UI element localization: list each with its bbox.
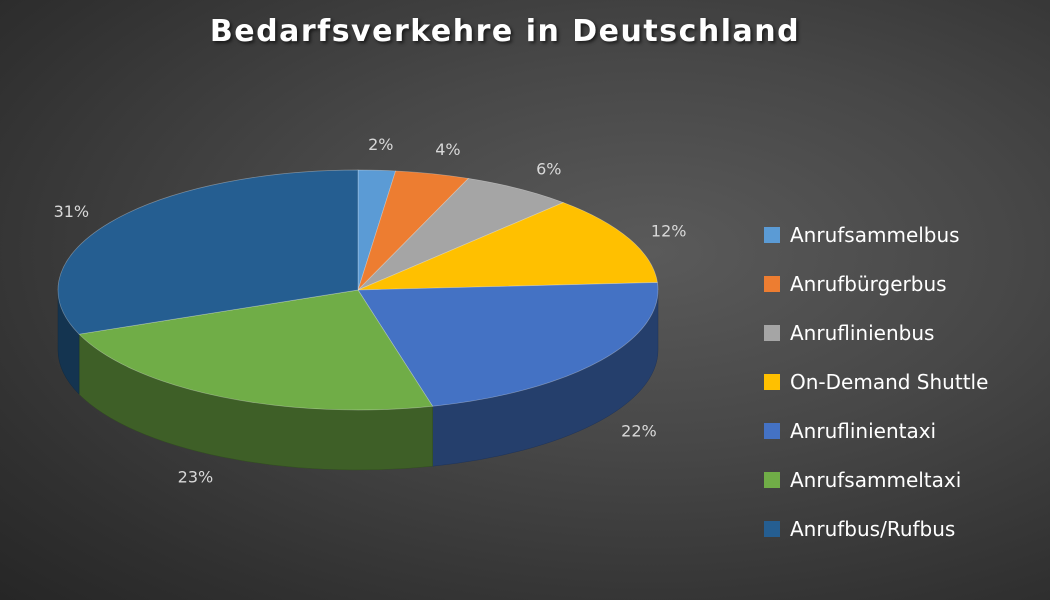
legend-item-anrufsammeltaxi: Anrufsammeltaxi	[764, 455, 988, 504]
legend-item-anrufburgerbus: Anrufbürgerbus	[764, 259, 988, 308]
legend-swatch	[764, 226, 780, 243]
legend-swatch	[764, 324, 780, 341]
data-label-anruflinientaxi: 22%	[621, 422, 657, 441]
legend-label: Anruflinienbus	[790, 320, 935, 345]
pie-slice-anrufsammeltaxi	[78, 289, 434, 411]
legend-label: Anruflinientaxi	[790, 418, 937, 443]
legend-item-anruflinientaxi: Anruflinientaxi	[764, 406, 988, 455]
data-label-anrufbus-rufbus: 31%	[54, 202, 90, 221]
legend-swatch	[764, 520, 780, 537]
pie-slice-on-demand-shuttle	[357, 202, 658, 291]
legend-item-anrufsammelbus: Anrufsammelbus	[764, 210, 988, 259]
data-label-anrufsammelbus: 2%	[368, 135, 393, 154]
data-label-on-demand-shuttle: 12%	[651, 222, 687, 241]
legend-swatch	[764, 422, 780, 439]
data-label-anruflinienbus: 6%	[536, 160, 561, 179]
data-labels: 2% 4% 6% 12% 22% 23% 31%	[54, 135, 687, 486]
legend-item-anruflinienbus: Anruflinienbus	[764, 308, 988, 357]
legend-label: Anrufsammelbus	[790, 222, 960, 247]
legend-label: On-Demand Shuttle	[790, 369, 989, 394]
chart-title: Bedarfsverkehre in Deutschland	[209, 14, 801, 49]
pie-slice-anrufbus-rufbus	[57, 169, 359, 335]
legend-label: Anrufsammeltaxi	[790, 467, 962, 492]
data-label-anrufburgerbus: 4%	[435, 140, 460, 159]
legend-item-anrufbus-rufbus: Anrufbus/Rufbus	[764, 504, 988, 553]
pie-slice-anrufsammelbus	[357, 169, 397, 291]
pie-slice-anruflinienbus	[357, 178, 565, 291]
legend-label: Anrufbürgerbus	[790, 271, 947, 296]
legend-swatch	[764, 471, 780, 488]
legend-item-on-demand-shuttle: On-Demand Shuttle	[764, 357, 988, 406]
legend-label: Anrufbus/Rufbus	[790, 516, 956, 541]
pie-slices	[57, 169, 659, 411]
pie-slice-anruflinientaxi	[357, 282, 659, 407]
data-label-anrufsammeltaxi: 23%	[178, 468, 214, 487]
legend-swatch	[764, 373, 780, 390]
pie-slice-anrufburgerbus	[357, 170, 470, 291]
legend: Anrufsammelbus Anrufbürgerbus Anruflinienb…	[764, 210, 988, 553]
legend-swatch	[764, 275, 780, 292]
